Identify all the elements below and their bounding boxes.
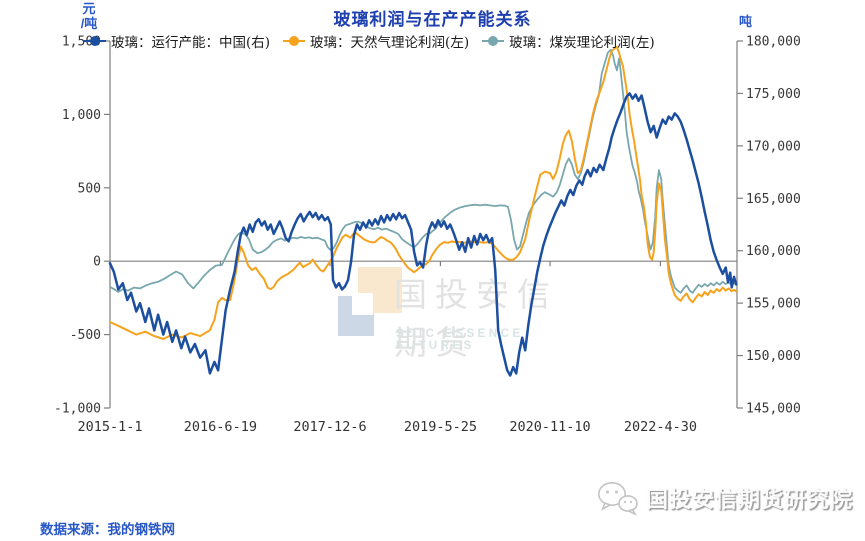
series-line-2 [108, 92, 738, 377]
left-axis-unit-label: 元 /吨 [72, 1, 106, 31]
left-axis-tick-label: -1,000 [54, 402, 101, 417]
right-axis-tick-label: 165,000 [746, 192, 801, 207]
series-line-1 [109, 45, 738, 340]
legend-item-0: 玻璃：运行产能：中国(右) [84, 31, 270, 51]
right-axis-tick-label: 170,000 [746, 139, 801, 154]
watermark-brand-subtext: SDIC ESSENCE FUTURES [396, 328, 524, 352]
wechat-icon [598, 482, 638, 516]
chart-title: 玻璃利润与在产产能关系 [333, 10, 532, 29]
legend: 玻璃：运行产能：中国(右) 玻璃：天然气理论利润(左) 玻璃：煤炭理论利润(左) [84, 31, 655, 51]
x-axis-tick-label: 2017-12-6 [293, 419, 366, 435]
legend-marker-icon [283, 36, 306, 46]
x-axis-tick-label: 2020-11-10 [509, 419, 590, 435]
right-axis-tick-label: 180,000 [746, 35, 801, 50]
left-axis-tick-label: 1,000 [62, 108, 101, 123]
left-axis-unit-bottom: /吨 [80, 16, 98, 31]
brand-badge: 国投安信期货研究院 [596, 480, 853, 516]
left-axis-tick-label: -500 [70, 328, 101, 343]
legend-marker-icon [84, 36, 106, 46]
data-source-text: 数据来源：我的钢铁网 [40, 522, 175, 537]
brand-text: 国投安信期货研究院 [646, 487, 854, 512]
x-axis-tick-label: 2019-5-25 [404, 419, 477, 435]
series-line-0 [109, 48, 738, 294]
left-axis-tick-label: 500 [78, 181, 101, 196]
watermark-logo-notch [352, 293, 373, 315]
x-axis-tick-label: 2022-4-30 [624, 419, 697, 435]
legend-item-2: 玻璃：煤炭理论利润(左) [482, 31, 655, 51]
right-axis-tick-label: 145,000 [746, 402, 801, 417]
left-axis-unit-top: 元 [82, 1, 96, 16]
watermark-brand-text: 国投安信期货 [394, 276, 558, 361]
right-axis-unit-label: 吨 [739, 14, 753, 29]
x-axis-tick-label: 2016-6-19 [184, 419, 257, 435]
legend-label: 玻璃：煤炭理论利润(左) [509, 35, 655, 51]
legend-item-1: 玻璃：天然气理论利润(左) [283, 31, 469, 51]
legend-label: 玻璃：运行产能：中国(右) [111, 35, 271, 51]
watermark: 国投安信期货 SDIC ESSENCE FUTURES [336, 262, 596, 361]
left-axis-tick-label: 0 [93, 255, 101, 270]
right-axis-tick-label: 175,000 [746, 87, 801, 102]
right-axis-tick-label: 155,000 [746, 297, 801, 312]
right-axis-tick-label: 160,000 [746, 244, 801, 259]
legend-marker-icon [482, 36, 505, 46]
x-axis-tick-label: 2015-1-1 [77, 419, 142, 435]
right-axis-tick-label: 150,000 [746, 349, 801, 364]
legend-label: 玻璃：天然气理论利润(左) [310, 35, 470, 51]
